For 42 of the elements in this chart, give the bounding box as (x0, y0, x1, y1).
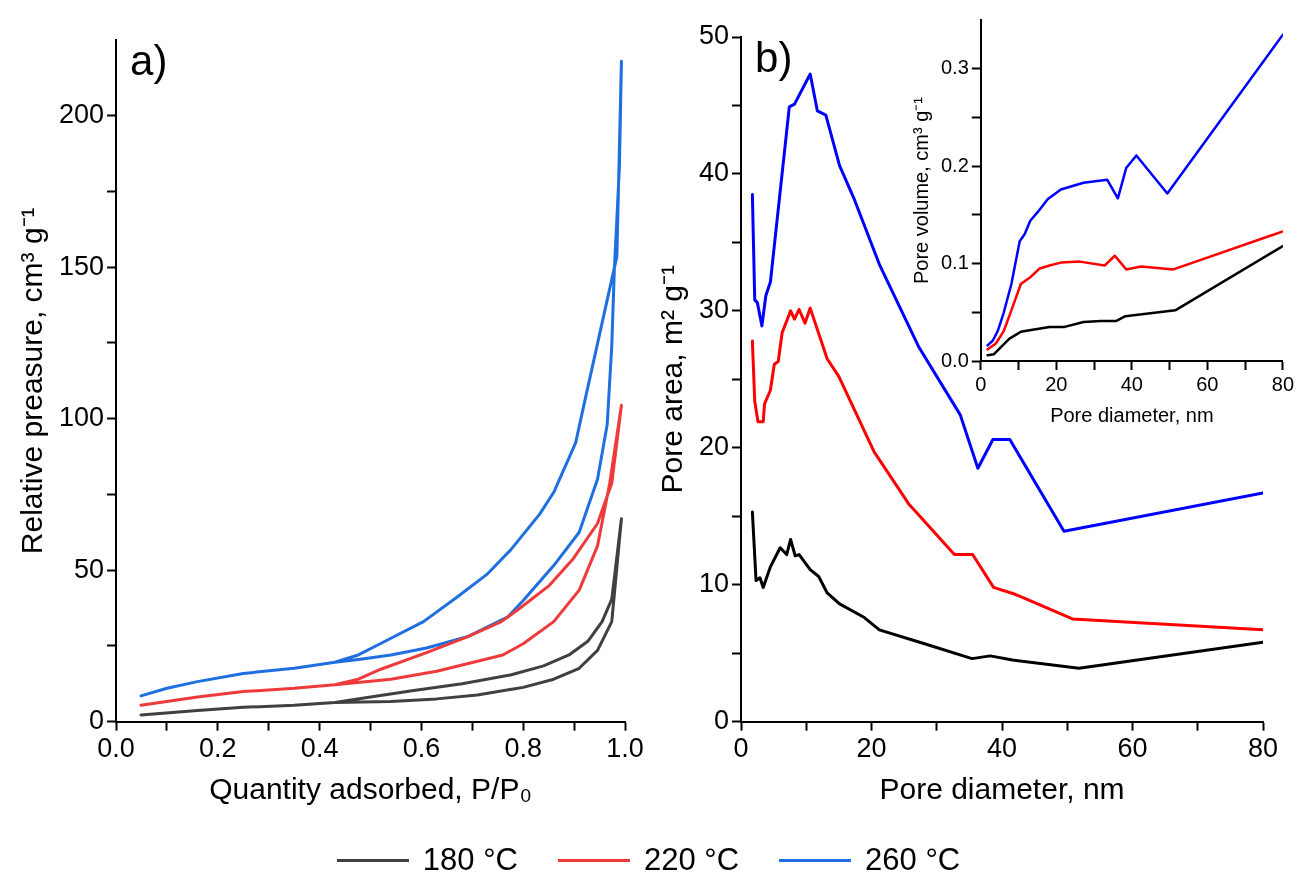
x-tick-label: 0.0 (97, 733, 135, 764)
x-tick-label: 80 (1247, 733, 1279, 764)
y-tick-label: 20 (698, 431, 730, 462)
y-tick-label: 200 (58, 99, 105, 130)
y-tick-label: 10 (698, 568, 730, 599)
x-tick-label: 60 (1117, 733, 1148, 764)
legend-label: 180 °C (422, 842, 518, 878)
x-tick-label: 40 (986, 733, 1018, 764)
chart-title: a) (130, 36, 168, 84)
x-tick-label: 80 (1271, 372, 1294, 395)
x-axis-title: Pore diameter, nm (1050, 403, 1214, 426)
y-tick-label: 0.3 (940, 56, 969, 79)
x-tick-label: 0 (975, 372, 987, 395)
chart-title: b) (755, 33, 793, 81)
y-tick-label: 0.2 (940, 153, 969, 176)
x-tick-label: 0.6 (402, 733, 441, 764)
x-tick-label: 20 (856, 733, 887, 764)
x-tick-label: 0 (733, 733, 749, 764)
y-tick-label: 0.1 (940, 251, 969, 274)
y-axis-title: Pore area, m² g⁻¹ (655, 265, 689, 494)
x-tick-label: 60 (1196, 372, 1219, 395)
x-tick-label: 40 (1120, 372, 1143, 395)
x-tick-label: 20 (1045, 372, 1068, 395)
y-tick-label: 50 (74, 553, 105, 584)
y-tick-label: 150 (58, 250, 105, 281)
y-tick-label: 100 (58, 402, 105, 433)
legend-label: 260 °C (865, 842, 961, 878)
legend-label: 220 °C (643, 842, 740, 878)
x-tick-label: 0.4 (300, 733, 339, 764)
x-axis-title: Pore diameter, nm (879, 772, 1125, 806)
y-tick-label: 40 (698, 157, 730, 188)
x-tick-label: 0.2 (199, 733, 237, 764)
y-tick-label: 0 (714, 705, 730, 736)
y-tick-label: 50 (698, 20, 730, 51)
y-tick-label: 30 (698, 294, 730, 325)
y-tick-label: 0.0 (940, 348, 969, 371)
y-axis-title: Pore volume, cm³ g⁻¹ (909, 96, 932, 285)
x-axis-title: Quantity adsorbed, P/P₀ (209, 772, 532, 806)
y-axis-title: Relative preasure, cm³ g⁻¹ (15, 207, 49, 555)
y-tick-label: 0 (89, 705, 105, 736)
x-tick-label: 1.0 (606, 733, 644, 764)
x-tick-label: 0.8 (504, 733, 542, 764)
